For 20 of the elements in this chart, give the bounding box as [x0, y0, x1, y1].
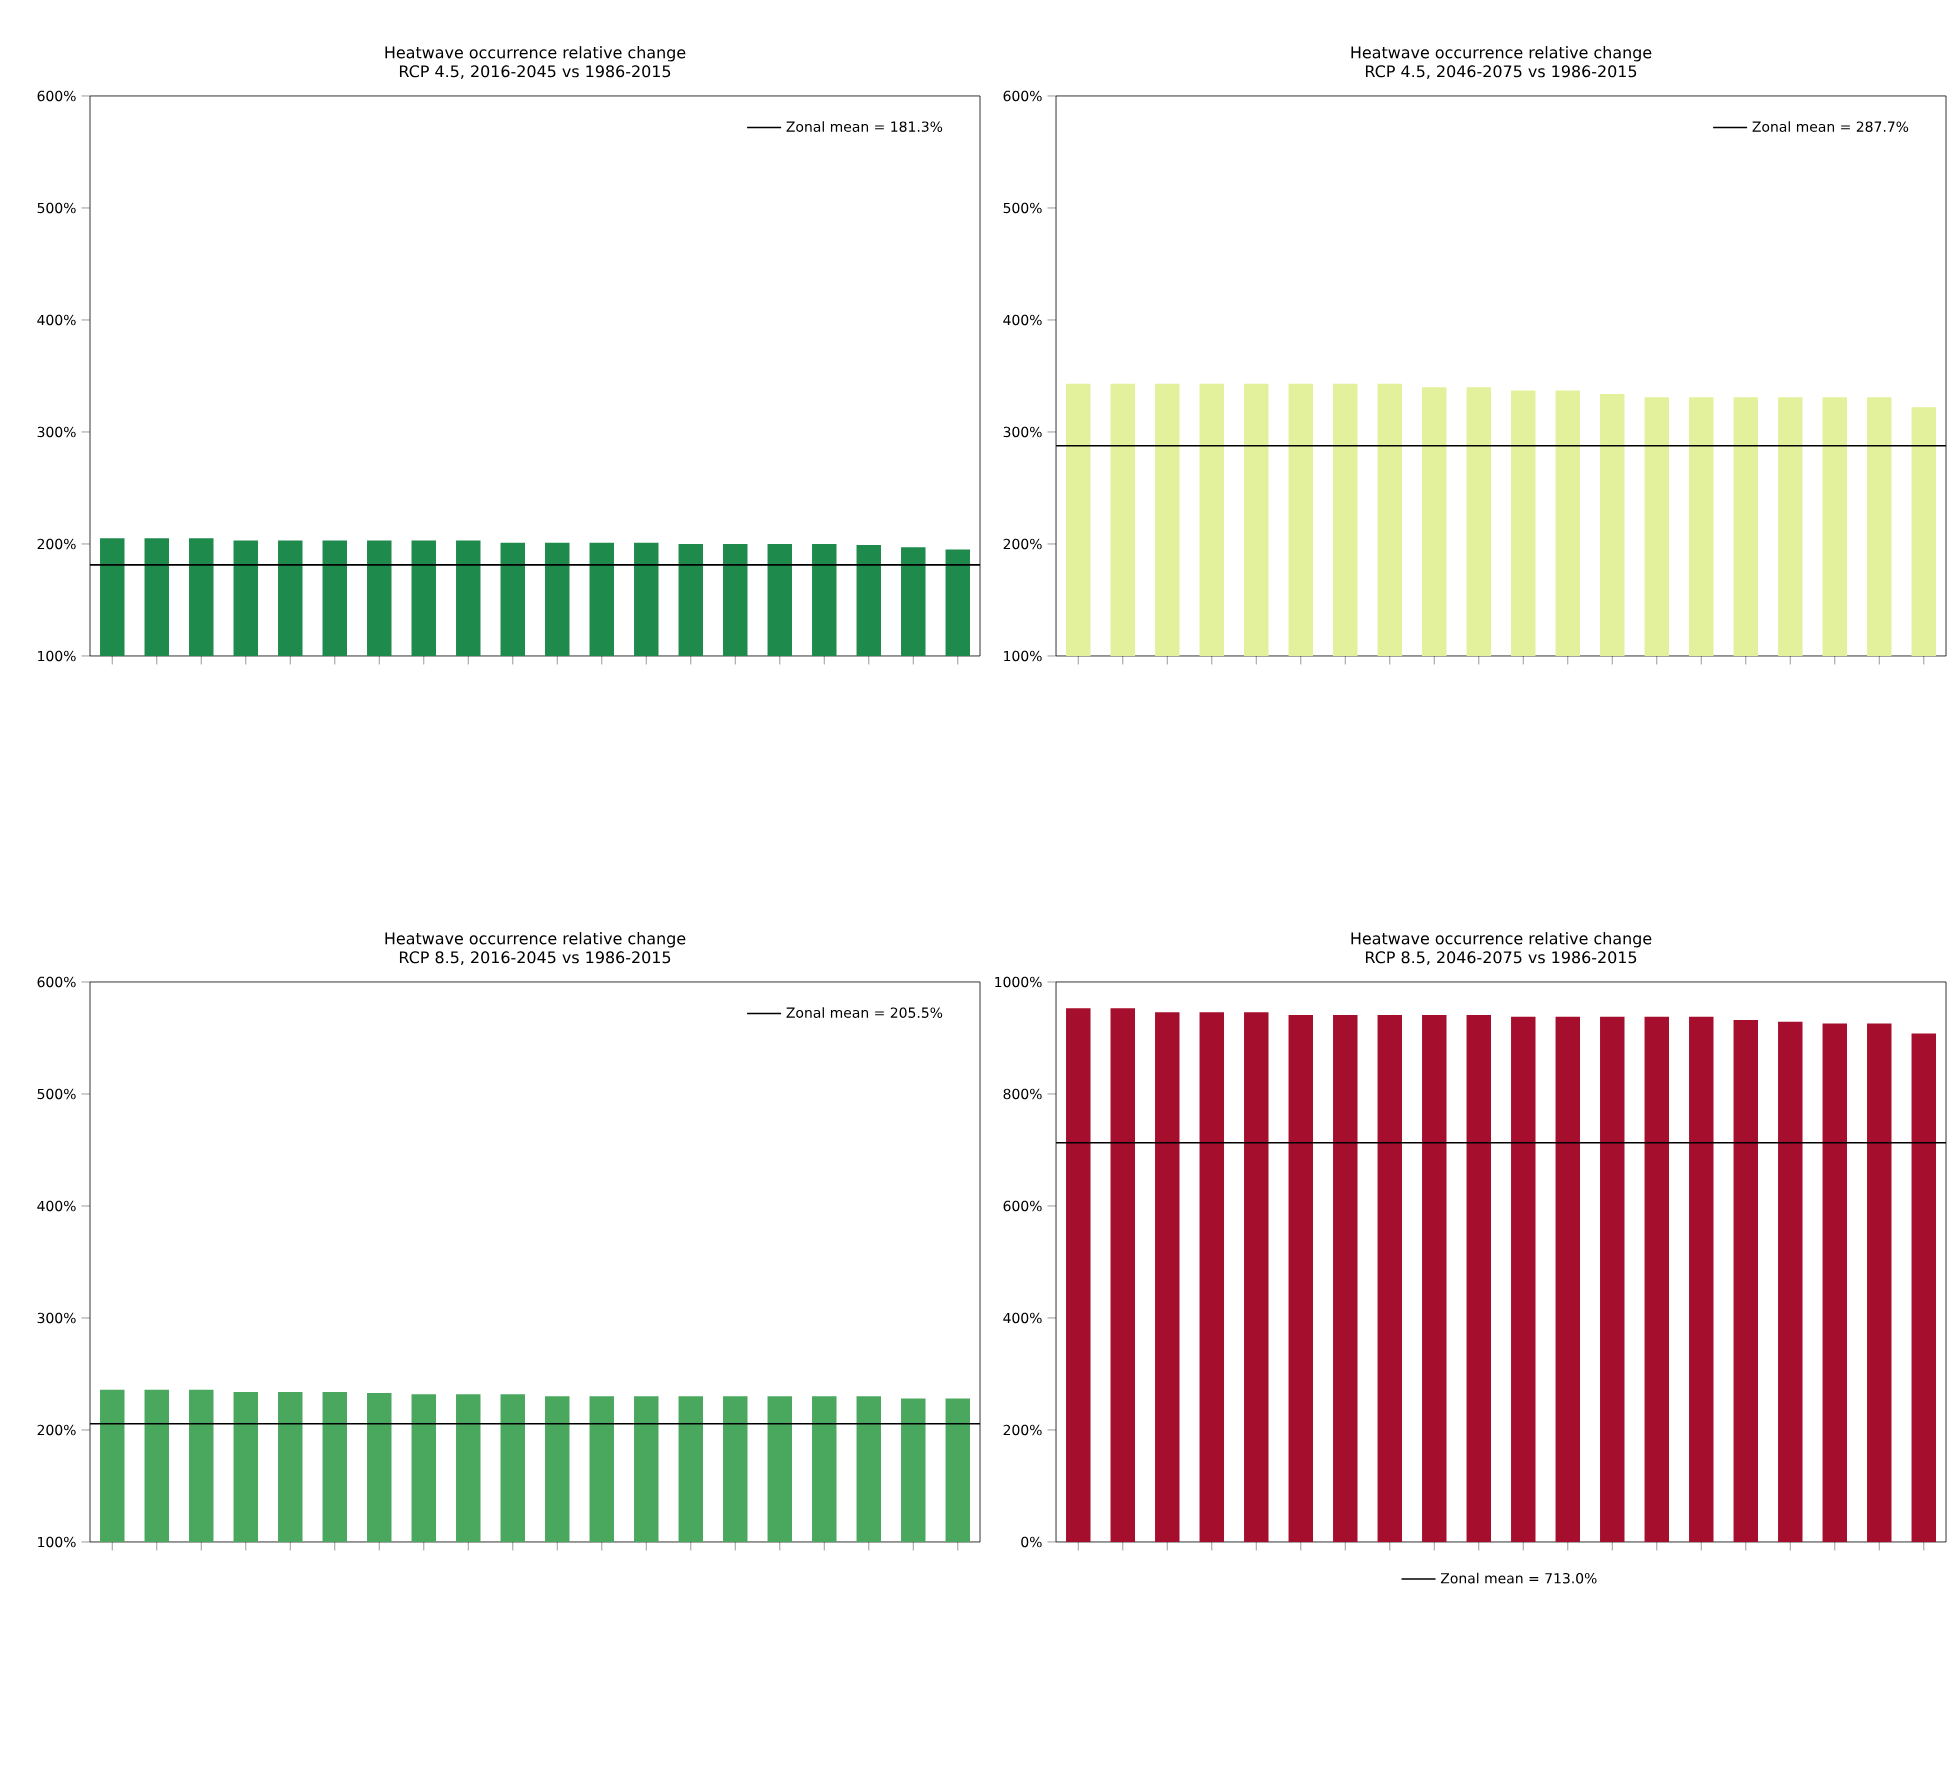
bar — [1288, 1015, 1314, 1542]
bar — [1066, 1008, 1091, 1542]
bar — [1466, 1015, 1492, 1542]
bar — [1377, 1015, 1403, 1542]
bar — [1511, 1016, 1536, 1542]
bar — [1600, 1016, 1625, 1542]
bar — [1155, 1012, 1180, 1542]
bar — [1422, 1015, 1447, 1542]
bar — [1778, 1021, 1803, 1542]
bar — [1110, 1008, 1136, 1542]
bar — [1555, 1016, 1581, 1542]
bar — [1244, 1012, 1269, 1542]
bar — [1644, 1016, 1670, 1542]
bar — [1733, 1020, 1759, 1542]
bar — [1199, 1012, 1225, 1542]
bar — [1333, 1015, 1358, 1542]
bar — [1911, 1033, 1937, 1542]
bar — [1689, 1016, 1714, 1542]
bar — [1867, 1023, 1892, 1542]
bar — [1822, 1023, 1848, 1542]
